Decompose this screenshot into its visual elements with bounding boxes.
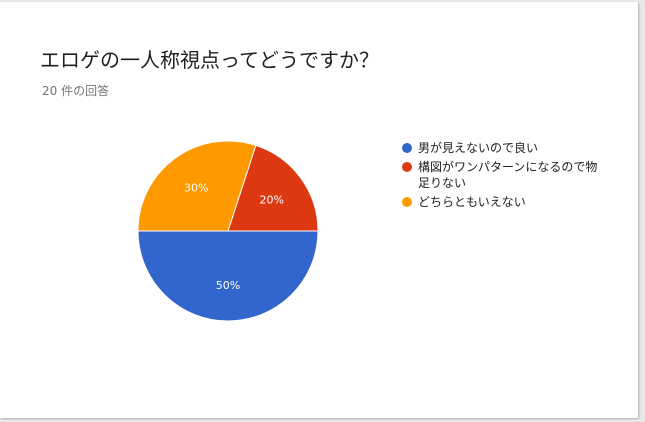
- pie-slice-label-1: 20%: [259, 193, 283, 206]
- chart-card: エロゲの一人称視点ってどうですか？ 20 件の回答 50% 20% 30% 男が見え…: [0, 2, 638, 418]
- legend-item-1[interactable]: 構図がワンパターンになるので物足りない: [402, 159, 602, 191]
- legend-label-2: どちらともいえない: [418, 194, 598, 210]
- pie-slice-label-0: 50%: [216, 279, 240, 292]
- legend-dot-0: [402, 143, 412, 153]
- legend-dot-1: [402, 162, 412, 172]
- legend-label-1: 構図がワンパターンになるので物足りない: [418, 159, 598, 191]
- chart-legend: 男が見えないので良い構図がワンパターンになるので物足りないどちらともいえない: [402, 140, 602, 213]
- pie-slice-0[interactable]: [138, 231, 318, 321]
- legend-dot-2: [402, 197, 412, 207]
- legend-item-2[interactable]: どちらともいえない: [402, 194, 602, 210]
- pie-slice-label-2: 30%: [184, 181, 208, 194]
- legend-item-0[interactable]: 男が見えないので良い: [402, 140, 602, 156]
- legend-label-0: 男が見えないので良い: [418, 140, 598, 156]
